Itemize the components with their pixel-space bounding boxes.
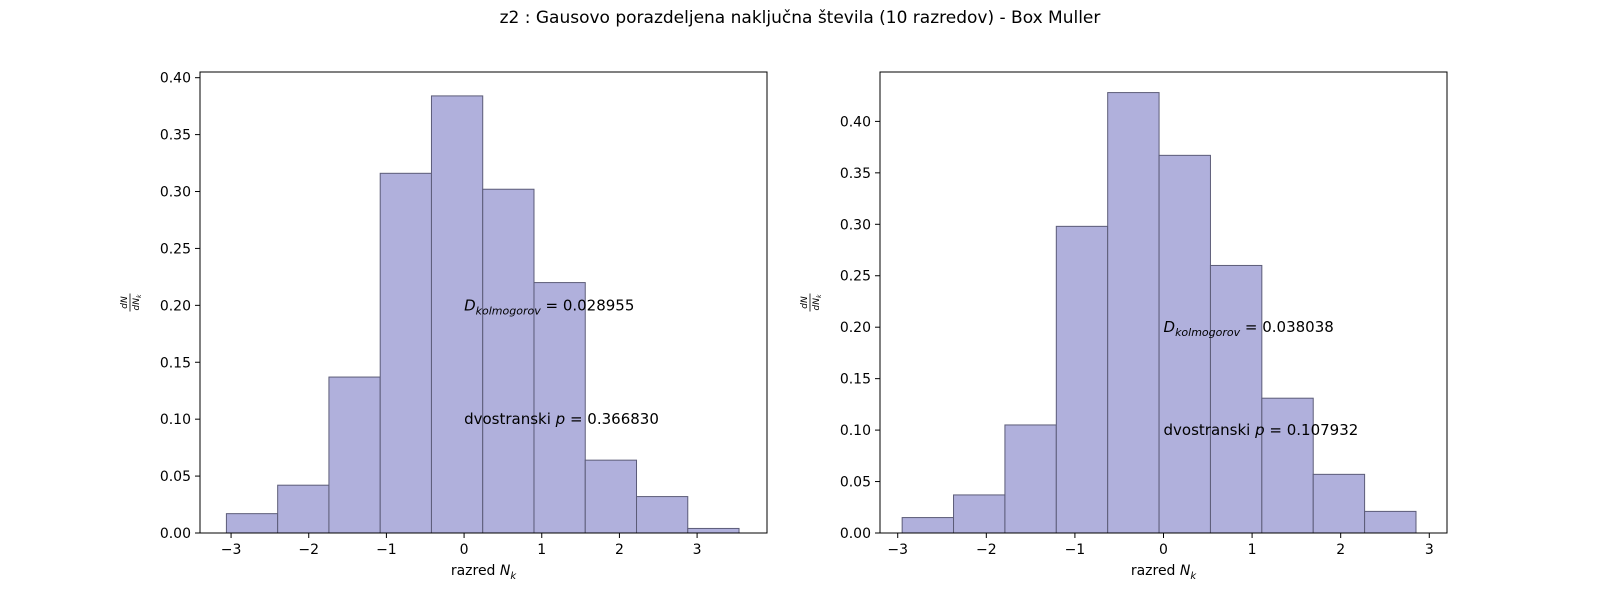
histogram-bar [328,376,381,534]
y-tick-label: 0.30 [160,185,191,201]
x-tick-label: −3 [887,542,908,558]
y-axis-label: dN dNk [800,293,823,312]
histogram-bar [1158,154,1211,534]
histogram-bar [1107,92,1160,534]
y-axis-label: dN dNk [120,293,143,312]
y-tick-label: 0.25 [840,269,871,285]
y-tick-label: 0.10 [160,412,191,428]
x-tick-label: −2 [976,542,997,558]
figure-title: z2 : Gausovo porazdeljena naključna štev… [499,8,1101,28]
y-tick-label: 0.05 [160,469,191,485]
histogram-bar [1055,225,1109,534]
histogram-bar [1312,473,1366,534]
x-tick-label: 1 [537,542,546,558]
y-tick-label: 0.10 [840,423,871,439]
histogram-bar [1364,510,1417,534]
y-tick-label: 0.40 [160,71,191,87]
y-tick-label: 0.35 [840,166,871,182]
y-tick-label: 0.20 [840,320,871,336]
annotation-p-value: dvostranski p = 0.366830 [464,410,659,428]
x-tick-label: 0 [1159,542,1168,558]
y-tick-label: 0.15 [160,355,191,371]
x-tick-label: 3 [693,542,702,558]
y-tick-label: 0.00 [840,526,871,542]
chart-panel-1: −3 −2 −1 0 1 2 3 0.00 0.05 0.10 0.15 0.20 0.25 0.30 0.… [120,71,768,582]
histogram-bar [953,494,1006,534]
histogram-bar [1209,264,1263,534]
y-tick-label: 0.25 [160,241,191,257]
bars-group [225,95,740,534]
histogram-bar [901,517,955,534]
x-tick-label: 1 [1248,542,1257,558]
histogram-bar [687,527,740,534]
chart-panel-2: −3 −2 −1 0 1 2 3 0.00 0.05 0.10 0.15 0.20 0.25 0.30 0.… [800,71,1448,582]
x-tick-label: 2 [1336,542,1345,558]
x-tick-label: 3 [1425,542,1434,558]
y-axis-label-numerator: dN [800,296,810,309]
histogram-bar [636,496,689,534]
y-tick-label: 0.20 [160,298,191,314]
histogram-bar [533,282,586,534]
x-tick-label: 2 [615,542,624,558]
annotation-kolmogorov: Dkolmogorov = 0.028955 [464,296,634,317]
annotation-p-value: dvostranski p = 0.107932 [1164,421,1359,439]
annotation-kolmogorov: Dkolmogorov = 0.038038 [1164,318,1334,339]
histogram-bar [584,459,638,534]
histogram-bar [1004,424,1057,534]
y-tick-label: 0.30 [840,217,871,233]
histogram-bar [225,513,279,534]
y-axis-label-numerator: dN [120,296,130,309]
y-axis-label-denominator: dNk [132,294,143,310]
y-tick-label: 0.00 [160,526,191,542]
y-tick-label: 0.35 [160,128,191,144]
histogram-bar [482,188,535,534]
x-tick-label: −1 [376,542,397,558]
y-tick-label: 0.15 [840,372,871,388]
histogram-bar [379,172,432,534]
x-axis-label: razred Nk [1131,563,1198,582]
x-tick-label: −2 [298,542,319,558]
histogram-bar [1261,397,1314,534]
x-axis-label: razred Nk [451,563,518,582]
y-tick-label: 0.05 [840,475,871,491]
x-tick-label: 0 [460,542,469,558]
histogram-bar [277,484,330,534]
y-tick-label: 0.40 [840,114,871,130]
y-axis-label-denominator: dNk [812,294,823,310]
x-tick-label: −3 [221,542,242,558]
bars-group [901,92,1417,534]
axes-frame [199,71,768,534]
x-tick-label: −1 [1065,542,1086,558]
